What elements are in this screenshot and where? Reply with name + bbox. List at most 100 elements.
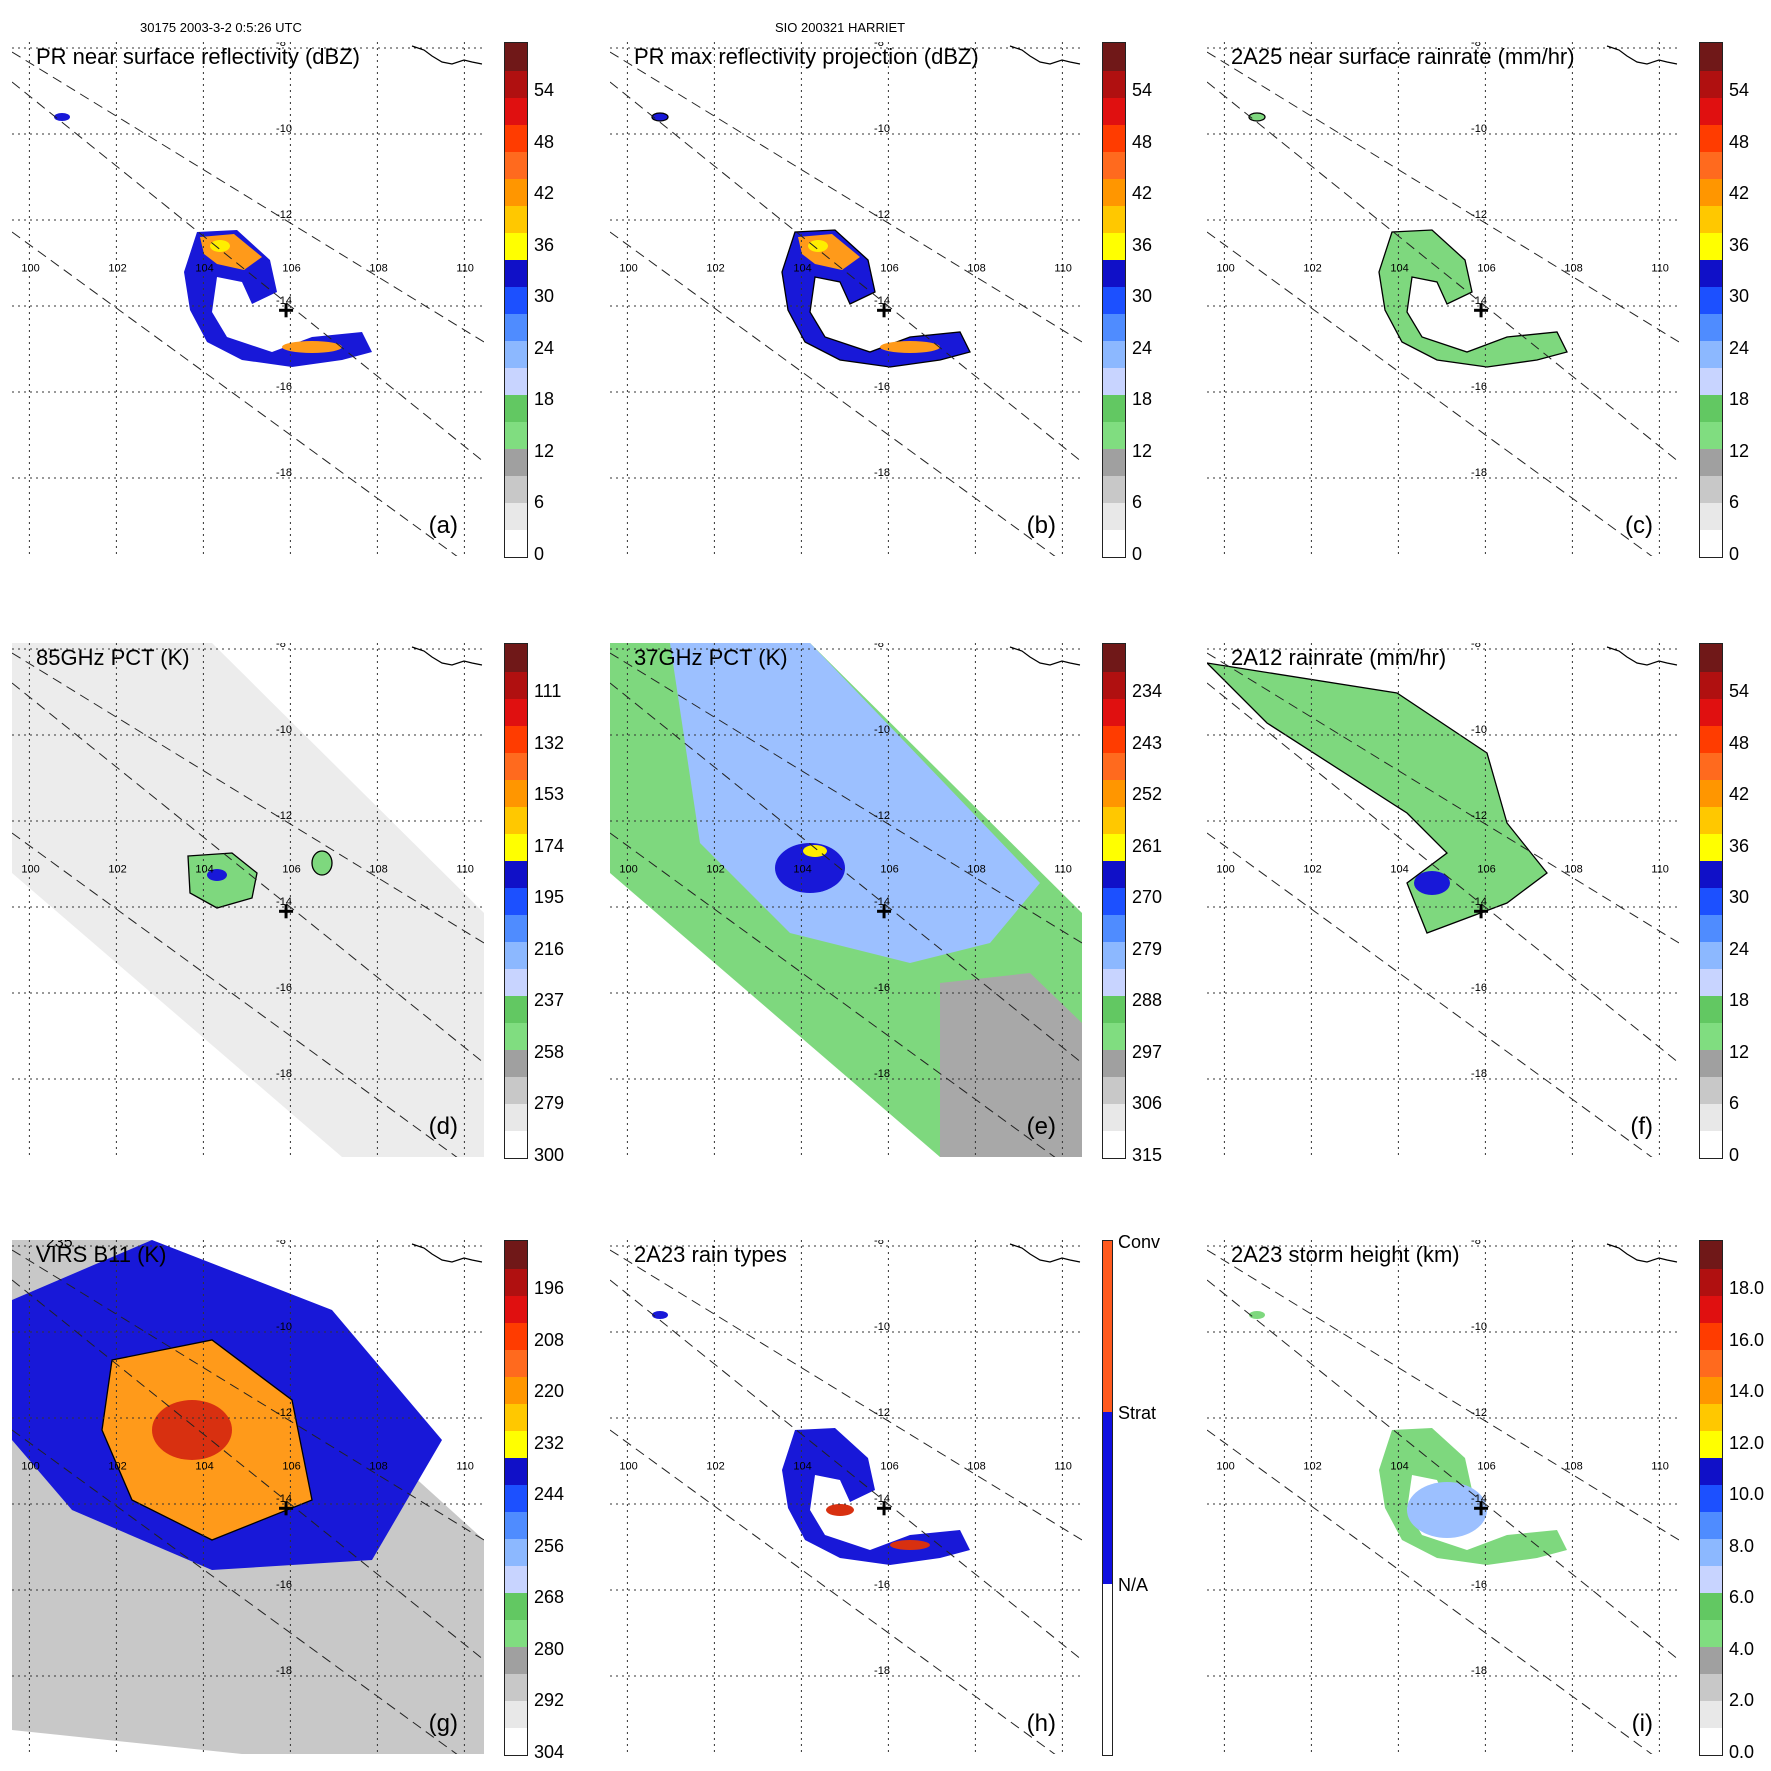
lon-tick-label: 104	[195, 1461, 213, 1473]
colorbar-segment	[1103, 259, 1125, 287]
isolated-cell	[1248, 112, 1266, 122]
swath-edge-line	[610, 832, 1056, 1157]
lon-tick-label: 102	[1303, 263, 1321, 275]
colorbar-segment	[1103, 178, 1125, 206]
colorbar-tick-label: 111	[534, 681, 562, 701]
lon-tick-label: 106	[282, 864, 300, 876]
lat-tick-label: -10	[1471, 724, 1487, 736]
colorbar-segment	[1700, 1268, 1722, 1296]
isolated-cell	[652, 1311, 668, 1319]
panel-e: 100 102 104 106 108 110 -8 -10 -12 -14 -16 -18 37GHz…	[610, 643, 1082, 1157]
category-segment	[1103, 1412, 1112, 1584]
colorbar-segment	[505, 232, 527, 260]
colorbar-tick-label: 30	[1132, 286, 1153, 306]
lat-tick-label: -14	[276, 295, 292, 307]
lon-tick-label: 106	[1477, 1461, 1495, 1473]
colorbar-tick-label: 36	[534, 234, 555, 255]
colorbar-segment	[1103, 725, 1125, 753]
swath-edge-line	[1207, 1249, 1679, 1541]
lon-tick-label: 108	[967, 864, 985, 876]
lat-tick-label: -14	[874, 1493, 890, 1505]
colorbar-tick-label: 18.0	[1729, 1278, 1765, 1298]
colorbar-tick-label: 24	[534, 337, 555, 358]
lon-tick-label: 104	[1390, 864, 1408, 876]
map-canvas: 100 102 104 106 108 110 -8 -10 -12 -14 -16 -18	[610, 1240, 1082, 1754]
colorbar-tick-label: 14.0	[1729, 1381, 1765, 1401]
colorbar-tick-label: 6	[1729, 1093, 1740, 1113]
colorbar-tick-label: 220	[534, 1381, 565, 1401]
colorbar-tick-label: 234	[1132, 681, 1163, 701]
lon-tick-label: 110	[456, 263, 474, 275]
panel-label: (a)	[428, 512, 458, 539]
lon-tick-label: 110	[1054, 864, 1072, 876]
colorbar-segment	[505, 421, 527, 450]
colorbar-tick-label: 42	[1729, 183, 1750, 203]
lat-tick-label: -10	[1471, 1321, 1487, 1333]
colorbar-segment	[1700, 1022, 1722, 1051]
coastline	[411, 1243, 483, 1263]
colorbar-segment	[1103, 313, 1125, 342]
panel-d: 100 102 104 106 108 110 -8 -10 -12 -14 -16 -18 85GHz…	[12, 643, 484, 1157]
colorbar-segment	[1103, 502, 1125, 531]
lon-tick-label: 110	[1054, 1461, 1072, 1473]
lat-tick-label: -8	[874, 1240, 884, 1247]
peak-reflectivity-core	[808, 240, 828, 252]
lat-tick-label: -16	[276, 381, 292, 393]
lon-tick-label: 102	[108, 1461, 126, 1473]
rainband-core	[282, 341, 342, 353]
colorbar-segment	[505, 1022, 527, 1051]
colorbar	[1102, 643, 1126, 1159]
lon-tick-label: 100	[21, 263, 39, 275]
colorbar-tick-label: 24	[1132, 337, 1153, 358]
map-canvas: 100 102 104 106 108 110 -8 -10 -12 -14 -16 -18	[610, 42, 1082, 556]
colorbar-segment	[1700, 1103, 1722, 1132]
lat-tick-label: -12	[276, 810, 292, 822]
panel-f: 100 102 104 106 108 110 -8 -10 -12 -14 -16 -18 2A12 …	[1207, 643, 1679, 1157]
colorbar-segment	[1700, 151, 1722, 179]
panel-label: (g)	[428, 1710, 458, 1737]
colorbar-segment	[1700, 367, 1722, 396]
lat-tick-label: -18	[1471, 467, 1487, 479]
lat-tick-label: -8	[1471, 42, 1481, 49]
panel-title: 2A23 rain types	[634, 1242, 787, 1267]
lat-tick-label: -14	[874, 295, 890, 307]
colorbar-segment	[505, 1322, 527, 1350]
colorbar-segment	[1700, 70, 1722, 98]
colorbar-tick-label: 195	[534, 887, 565, 907]
lat-tick-label: -10	[874, 724, 890, 736]
lat-lon-grid	[610, 643, 1082, 1157]
colorbar-segment	[1700, 178, 1722, 206]
swath-edge-line	[12, 682, 484, 1064]
lon-tick-label: 106	[880, 864, 898, 876]
lon-tick-label: 108	[369, 263, 387, 275]
colorbar-tick-label: 36	[1132, 234, 1153, 255]
lon-tick-label: 108	[1564, 1461, 1582, 1473]
colorbar-segment	[1700, 1130, 1722, 1159]
coastline	[1009, 1243, 1081, 1263]
swath-edge-line	[610, 1279, 1082, 1661]
colorbar-segment	[505, 1484, 527, 1513]
lat-tick-label: -8	[1471, 643, 1481, 650]
lon-tick-label: 110	[1651, 864, 1669, 876]
colorbar-segment	[505, 671, 527, 699]
category-label: Conv	[1118, 1232, 1161, 1252]
colorbar-tick-label: 244	[534, 1484, 565, 1504]
colorbar-segment	[1103, 151, 1125, 179]
colorbar-segment	[1700, 286, 1722, 315]
colorbar-tick-label: 2.0	[1729, 1690, 1755, 1710]
colorbar-segment	[505, 1241, 527, 1269]
colorbar-segment	[1700, 698, 1722, 726]
panel-i: 100 102 104 106 108 110 -8 -10 -12 -14 -16 -18 2A23 …	[1207, 1240, 1679, 1754]
lon-tick-label: 110	[1651, 1461, 1669, 1473]
colorbar-tick-label: 18	[1132, 389, 1153, 409]
isolated-cell	[651, 112, 669, 122]
swath-edge-line	[12, 1249, 484, 1541]
colorbar-segment	[1700, 1565, 1722, 1594]
colorbar-tick-label: 0.0	[1729, 1741, 1755, 1762]
colorbar-tick-label: 18	[534, 389, 555, 409]
colorbar-segment	[505, 860, 527, 888]
colorbar-segment	[505, 1103, 527, 1132]
lat-tick-label: -16	[276, 982, 292, 994]
colorbar-segment	[505, 914, 527, 943]
colorbar-segment	[1700, 914, 1722, 943]
